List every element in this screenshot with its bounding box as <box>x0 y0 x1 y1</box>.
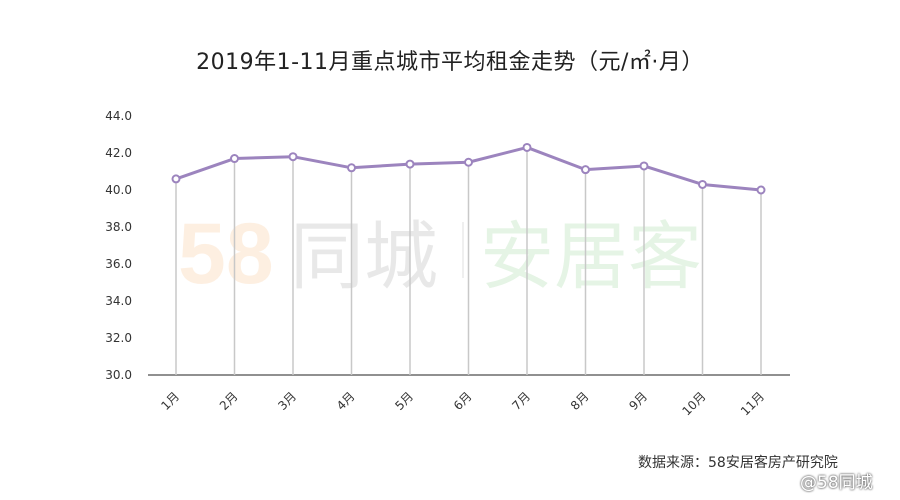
data-point <box>639 161 649 171</box>
data-point <box>347 163 356 173</box>
y-tick-label: 30.0 <box>105 368 132 382</box>
chart-title: 2019年1-11月重点城市平均租金走势（元/㎡·月） <box>196 50 704 75</box>
data-point <box>698 179 707 189</box>
y-tick-label: 32.0 <box>105 331 132 345</box>
x-tick-label: 6月 <box>451 389 475 413</box>
watermark-brand: 同城 <box>290 214 438 300</box>
x-tick-labels: 1月 2月 3月 4月 5月 6月 7月 8月 9月 10月 11月 <box>158 389 767 418</box>
y-tick-label: 38.0 <box>105 220 132 234</box>
y-tick-labels: 30.0 32.0 34.0 36.0 38.0 40.0 42.0 44.0 <box>105 109 132 382</box>
y-tick-label: 44.0 <box>105 109 132 123</box>
data-point <box>171 174 181 184</box>
data-point <box>756 185 766 195</box>
data-point <box>581 165 590 175</box>
x-tick-label: 5月 <box>392 389 416 413</box>
x-tick-label: 1月 <box>158 389 182 413</box>
data-point <box>522 142 532 152</box>
x-tick-label: 7月 <box>509 389 533 413</box>
y-tick-label: 40.0 <box>105 183 132 197</box>
data-point <box>288 152 298 162</box>
x-tick-label: 11月 <box>738 389 767 418</box>
watermark-number: 58 <box>178 206 274 302</box>
x-tick-label: 2月 <box>217 389 241 413</box>
watermark-divider <box>462 222 464 278</box>
source-note: 数据来源：58安居客房产研究院 <box>638 455 838 471</box>
x-tick-label: 4月 <box>334 389 358 413</box>
x-tick-label: 9月 <box>626 389 650 413</box>
data-point <box>405 159 415 169</box>
data-point <box>464 157 473 167</box>
watermark-product: 安居客 <box>480 214 702 300</box>
x-tick-label: 3月 <box>275 389 299 413</box>
corner-watermark: @58同城 <box>800 473 873 493</box>
y-tick-label: 36.0 <box>105 257 132 271</box>
y-tick-label: 34.0 <box>105 294 132 308</box>
drop-lines <box>175 147 762 375</box>
series <box>171 142 766 195</box>
data-point <box>230 154 239 164</box>
x-tick-label: 10月 <box>679 389 708 418</box>
watermark-logo: 58 同城 安居客 <box>178 206 702 302</box>
y-tick-label: 42.0 <box>105 146 132 160</box>
x-tick-label: 8月 <box>568 389 592 413</box>
